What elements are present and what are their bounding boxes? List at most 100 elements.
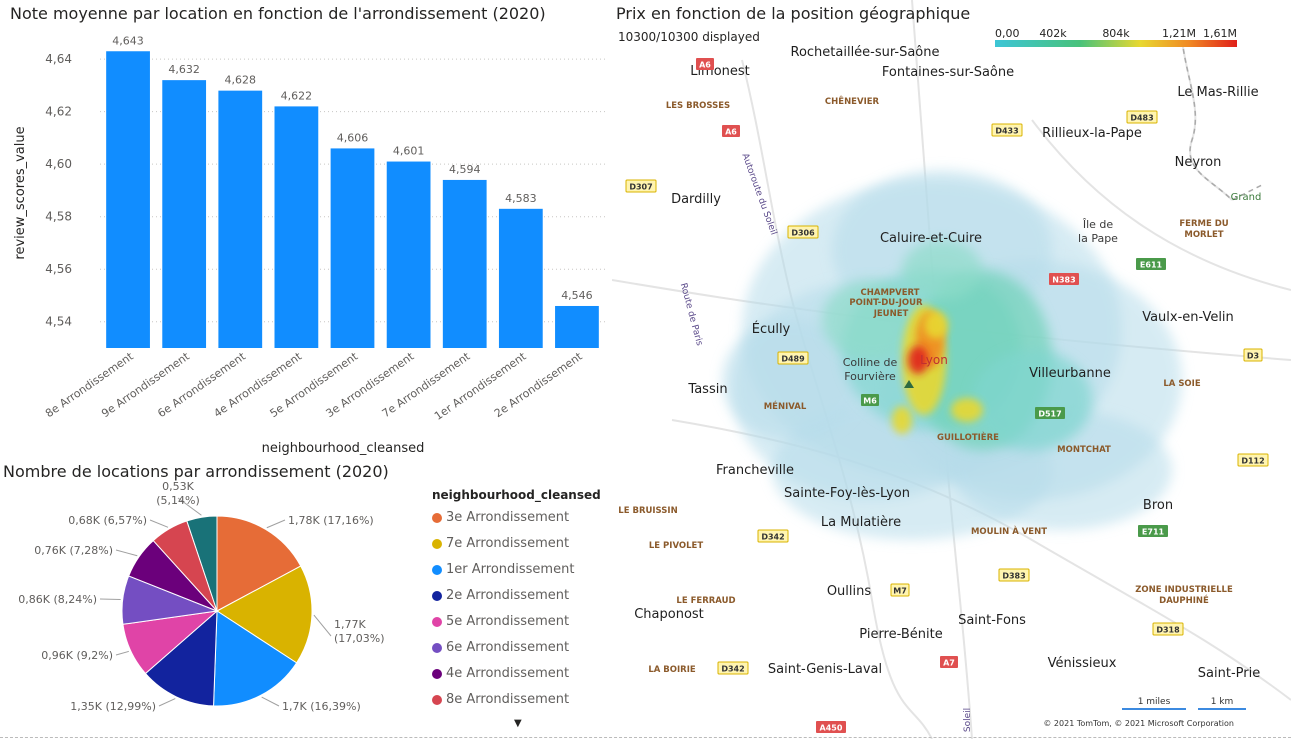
legend-item[interactable]: 3e Arrondissement — [432, 510, 569, 525]
map-place-label: Saint-Fons — [958, 613, 1026, 628]
bar — [218, 90, 263, 348]
bar-value-label: 4,628 — [225, 74, 257, 87]
road-shield-label: M7 — [893, 587, 907, 596]
bar-value-label: 4,601 — [393, 145, 425, 158]
bar — [106, 51, 150, 349]
legend-item[interactable]: 7e Arrondissement — [432, 536, 569, 551]
distance-scale: 1 miles 1 km © 2021 TomTom, © 2021 Micro… — [1043, 697, 1246, 728]
y-axis-title: review_scores_value — [13, 126, 28, 259]
bar-chart-visual[interactable]: Note moyenne par location en fonction de… — [0, 0, 612, 460]
map-place-label: Écully — [752, 321, 791, 337]
road-shield — [1136, 258, 1166, 270]
bar — [442, 179, 487, 348]
map-place-label: POINT-DU-JOUR — [849, 298, 923, 308]
bar-chart-title: Note moyenne par location en fonction de… — [10, 4, 546, 23]
pie-leader-line — [158, 698, 176, 707]
price-scale-legend: 0,00 402k 804k 1,21M 1,61M — [995, 27, 1237, 47]
heat-blob — [722, 320, 862, 440]
legend-item[interactable]: 8e Arrondissement — [432, 692, 569, 707]
x-tick-label: 1er Arrondissement — [432, 349, 529, 422]
road-shield — [757, 529, 789, 543]
road-shield-label: E711 — [1142, 528, 1165, 537]
pie-leader-line — [313, 614, 332, 637]
map-place-label: Sainte-Foy-lès-Lyon — [784, 486, 910, 501]
legend-item[interactable]: 2e Arrondissement — [432, 588, 569, 603]
road-shield — [722, 125, 740, 137]
pie-chart-visual[interactable]: Nombre de locations par arrondissement (… — [0, 460, 612, 739]
map-place-label: Lyon — [920, 353, 948, 367]
road-shield — [717, 661, 749, 675]
road-shield-label: A6 — [725, 128, 737, 137]
pie-slice — [213, 610, 298, 707]
heat-blob — [972, 350, 1092, 450]
pie-slice-label: 0,76K (7,28%) — [34, 544, 113, 557]
legend-item[interactable]: 4e Arrondissement — [432, 666, 569, 681]
pie-slice-label: (17,03%) — [334, 632, 385, 645]
road-shield — [940, 656, 958, 668]
map-place-label: Villeurbanne — [1029, 366, 1111, 381]
pie-slice — [216, 565, 313, 664]
bar — [386, 161, 431, 348]
y-tick-label: 4,60 — [45, 157, 72, 171]
heat-blob — [822, 280, 922, 360]
pie-chart-title: Nombre de locations par arrondissement (… — [3, 462, 389, 481]
road-shield-label: A450 — [820, 724, 843, 733]
pie-slice-label: (5,14%) — [156, 494, 200, 507]
road-shield — [787, 225, 819, 239]
scale-tick-label: 1,21M — [1162, 27, 1196, 40]
road-shield — [890, 583, 910, 597]
legend-label: 6e Arrondissement — [446, 640, 570, 655]
map-place-label: Bron — [1143, 498, 1173, 513]
scale-miles-label: 1 miles — [1138, 697, 1171, 707]
pie-slice — [186, 515, 218, 612]
road-shield-label: D318 — [1156, 626, 1180, 635]
bar-value-label: 4,594 — [449, 163, 481, 176]
legend-label: 1er Arrondissement — [446, 562, 575, 577]
road-shield — [625, 179, 657, 193]
legend-item[interactable]: 5e Arrondissement — [432, 614, 569, 629]
road-shield-label: A6 — [699, 61, 711, 70]
map-place-label: MORLET — [1184, 230, 1223, 240]
map-visual[interactable]: Rochetaillée-sur-Saône Limonest Fontaines-… — [612, 0, 1291, 739]
road-shield-label: D3 — [1247, 352, 1259, 361]
map-status: 10300/10300 displayed — [618, 30, 760, 44]
map-place-label: la Pape — [1078, 232, 1118, 245]
pie-leader-line — [177, 497, 202, 516]
pie-slice — [216, 515, 302, 612]
bar-chart-plot: 4,54 4,56 4,58 4,60 4,62 4,64 4,643 8e Arrondis… — [13, 34, 605, 456]
pie-slice-label: 1,78K (17,16%) — [288, 514, 374, 527]
map-place-label: Grand — [1231, 192, 1262, 203]
road-shield — [1138, 525, 1168, 537]
heat-hotspot — [892, 406, 912, 434]
pie-slice-label: 0,86K (8,24%) — [18, 593, 97, 606]
road-shield-label: D306 — [791, 229, 815, 238]
boundary-line — [1181, 39, 1263, 201]
legend-item[interactable]: 1er Arrondissement — [432, 562, 574, 577]
road-shield — [1152, 622, 1184, 636]
legend-label: 8e Arrondissement — [446, 692, 570, 707]
map-place-label: Vaulx-en-Velin — [1142, 310, 1234, 325]
bar — [162, 80, 207, 348]
road-shield-label: D112 — [1241, 457, 1264, 466]
bar — [274, 106, 319, 349]
map-place-label: Tassin — [687, 382, 727, 397]
bar-value-label: 4,606 — [337, 131, 369, 144]
map-place-label: Vénissieux — [1048, 656, 1117, 671]
road-shield-label: A7 — [943, 659, 955, 668]
pie-slice-label: 0,96K (9,2%) — [41, 649, 113, 662]
caret-down-icon[interactable]: ▼ — [514, 718, 522, 729]
road-shield-label: D433 — [995, 127, 1018, 136]
landmark-icon — [904, 380, 914, 388]
scale-tick-label: 0,00 — [995, 27, 1020, 40]
pie-legend-title: neighbourhood_cleansed — [432, 488, 601, 502]
legend-item[interactable]: 6e Arrondissement — [432, 640, 569, 655]
scale-tick-label: 1,61M — [1203, 27, 1237, 40]
bar — [555, 305, 599, 348]
legend-label: 2e Arrondissement — [446, 588, 570, 603]
map-place-label: Autoroute du Soleil — [739, 152, 778, 236]
road-shield-label: D489 — [781, 355, 805, 364]
legend-color-dot — [432, 694, 442, 705]
road-shield — [696, 58, 714, 70]
